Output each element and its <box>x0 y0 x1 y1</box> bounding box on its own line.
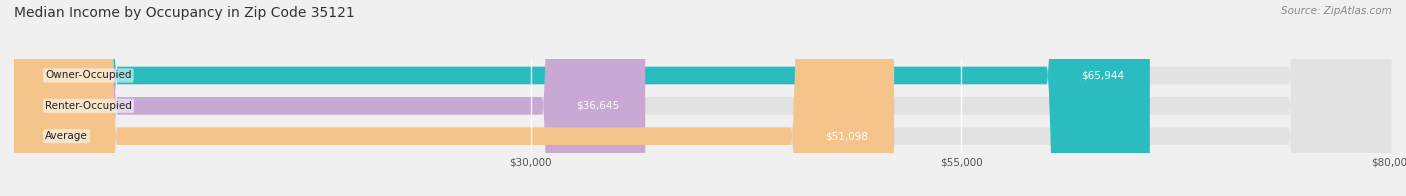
Text: $51,098: $51,098 <box>825 131 869 141</box>
Text: Source: ZipAtlas.com: Source: ZipAtlas.com <box>1281 6 1392 16</box>
Text: Median Income by Occupancy in Zip Code 35121: Median Income by Occupancy in Zip Code 3… <box>14 6 354 20</box>
FancyBboxPatch shape <box>14 0 894 196</box>
FancyBboxPatch shape <box>14 0 1392 196</box>
FancyBboxPatch shape <box>14 0 1150 196</box>
Text: Owner-Occupied: Owner-Occupied <box>45 71 132 81</box>
Text: Average: Average <box>45 131 87 141</box>
Text: Renter-Occupied: Renter-Occupied <box>45 101 132 111</box>
FancyBboxPatch shape <box>14 0 645 196</box>
Text: $65,944: $65,944 <box>1081 71 1123 81</box>
Text: $36,645: $36,645 <box>576 101 620 111</box>
FancyBboxPatch shape <box>14 0 1392 196</box>
FancyBboxPatch shape <box>14 0 1392 196</box>
